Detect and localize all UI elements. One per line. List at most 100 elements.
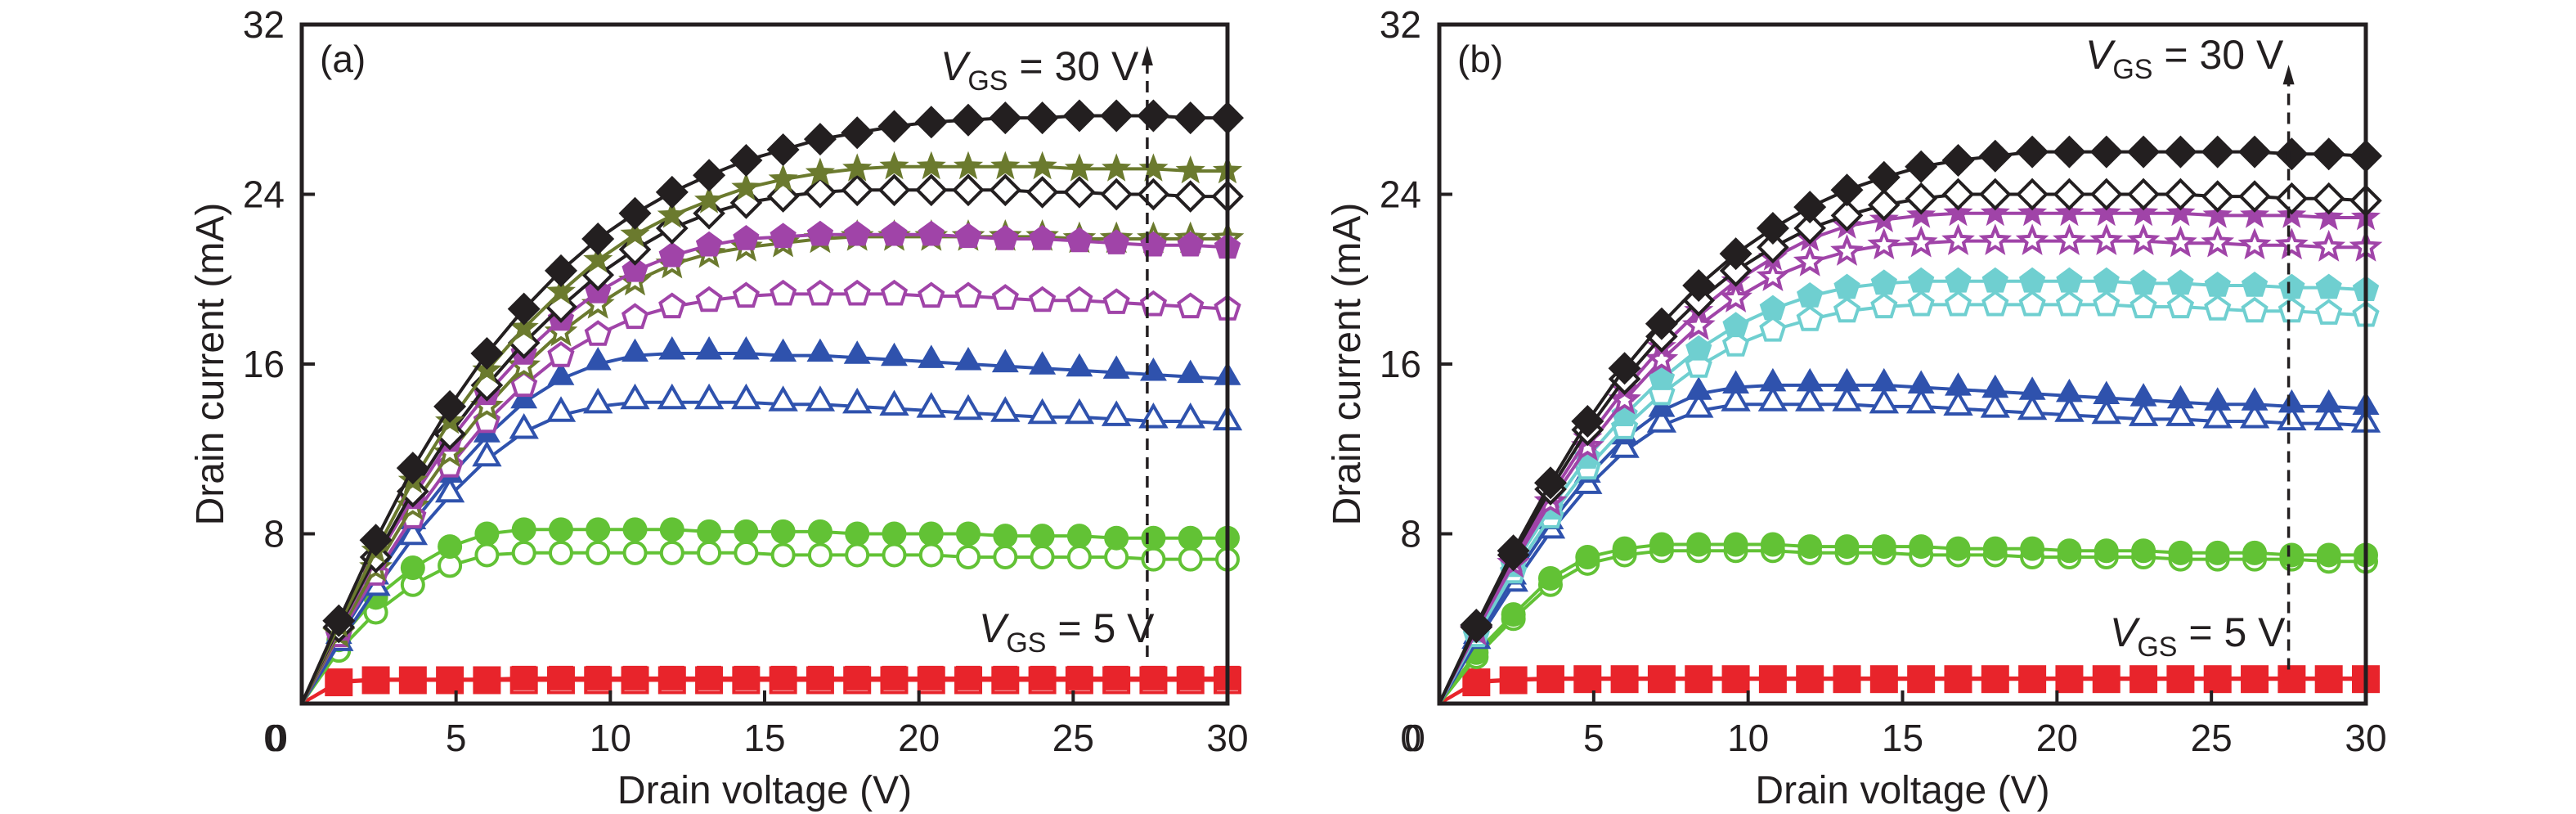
pentagon-marker <box>1833 296 1861 323</box>
triangle-marker <box>1102 355 1130 379</box>
triangle-marker <box>2091 398 2121 425</box>
annot-variable: V <box>2085 32 2116 78</box>
pentagon-marker <box>1177 231 1204 257</box>
pentagon-marker <box>770 279 797 306</box>
circle-marker <box>659 540 684 565</box>
triangle-marker <box>991 349 1019 373</box>
star-marker <box>842 153 873 182</box>
diamond-marker <box>989 101 1022 135</box>
star-marker <box>731 172 761 201</box>
pentagon-marker <box>1721 331 1750 357</box>
diamond-marker <box>1460 609 1493 641</box>
diamond-marker <box>396 452 429 485</box>
star-marker <box>1830 234 1864 266</box>
series-vgs-30v-filled-diamond <box>1438 135 2382 704</box>
pentagon-marker <box>1177 292 1205 319</box>
vgs-5v-annotation: VGS = 5 V <box>979 605 1155 659</box>
diamond-marker <box>1719 237 1752 271</box>
square-marker <box>1871 665 1896 690</box>
pentagon-marker <box>2241 296 2269 323</box>
diamond-marker <box>1757 231 1789 264</box>
circle-marker <box>807 542 832 568</box>
square-marker <box>1834 665 1860 690</box>
pentagon-marker <box>1981 267 2008 293</box>
triangle-marker <box>881 342 908 367</box>
square-marker <box>734 665 759 690</box>
pentagon-marker <box>1907 290 1935 317</box>
diamond-marker <box>952 103 985 137</box>
square-marker <box>1030 665 1055 690</box>
diamond-marker <box>1063 176 1096 209</box>
x-tick-label: 30 <box>1206 717 1248 759</box>
diamond-marker <box>1756 212 1789 245</box>
vgs-30v-annotation: VGS = 30 V <box>940 43 1139 97</box>
triangle-marker <box>2204 387 2232 411</box>
circle-marker <box>697 540 722 565</box>
triangle-marker <box>1177 359 1205 384</box>
pentagon-marker <box>1722 312 1749 338</box>
star-marker <box>1064 153 1094 182</box>
x-tick-label: 5 <box>446 717 467 759</box>
square-marker <box>807 665 832 690</box>
square-marker <box>548 665 573 690</box>
circle-marker <box>438 534 463 560</box>
arrow-head-icon <box>2282 65 2295 85</box>
diamond-marker <box>1062 99 1096 133</box>
square-marker <box>2316 665 2341 690</box>
pentagon-marker <box>2204 295 2232 321</box>
diamond-marker <box>1174 101 1207 135</box>
circle-marker <box>1104 525 1129 551</box>
circle-marker <box>882 521 907 546</box>
circle-marker <box>511 540 536 565</box>
diamond-marker <box>359 524 393 557</box>
diamond-marker <box>322 604 356 637</box>
circle-marker <box>2094 538 2119 564</box>
circle-marker <box>1945 536 1971 561</box>
diamond-marker <box>803 123 837 156</box>
square-marker <box>1909 665 1934 690</box>
circle-marker <box>993 545 1018 570</box>
star-marker <box>1102 153 1132 182</box>
star-marker <box>768 164 798 192</box>
pentagon-marker <box>1066 227 1093 253</box>
star-marker <box>2202 200 2233 228</box>
diamond-marker <box>2127 178 2160 211</box>
diamond-marker <box>1905 150 1938 183</box>
diamond-marker <box>1100 178 1133 211</box>
pentagon-marker <box>2019 267 2046 293</box>
star-marker <box>1756 259 1790 291</box>
triangle-marker <box>1796 367 1824 392</box>
diamond-marker <box>1534 466 1567 500</box>
series-filled-circle <box>300 517 1240 705</box>
circle-marker <box>1834 534 1860 560</box>
diamond-marker <box>2089 178 2123 211</box>
triangle-marker <box>990 396 1021 422</box>
pentagon-marker <box>547 341 575 367</box>
pentagon-marker <box>1870 292 1898 319</box>
triangle-marker <box>1722 370 1749 394</box>
triangle-marker <box>1759 367 1787 392</box>
pentagon-marker <box>806 279 834 306</box>
star-marker <box>1719 281 1752 313</box>
x-tick-label: 5 <box>1583 717 1604 759</box>
diamond-marker <box>507 292 541 326</box>
pentagon-marker <box>1796 305 1824 331</box>
pentagon-marker <box>843 279 871 306</box>
diamond-marker <box>1867 188 1901 222</box>
diamond-marker <box>2164 178 2197 211</box>
circle-marker <box>2242 540 2268 565</box>
y-tick-label: 0 <box>1400 717 1421 759</box>
pentagon-marker <box>2129 292 2157 319</box>
star-marker <box>2313 202 2344 231</box>
diamond-marker <box>729 144 763 177</box>
pentagon-marker <box>695 231 723 257</box>
plot-frame <box>299 22 1230 706</box>
x-tick-label: 0 <box>267 717 288 759</box>
triangle-marker <box>1943 389 1973 416</box>
circle-marker <box>770 519 796 544</box>
annot-value: = 30 V <box>2152 32 2283 78</box>
star-marker <box>954 151 984 180</box>
star-marker <box>2312 229 2346 262</box>
square-marker <box>770 665 796 690</box>
